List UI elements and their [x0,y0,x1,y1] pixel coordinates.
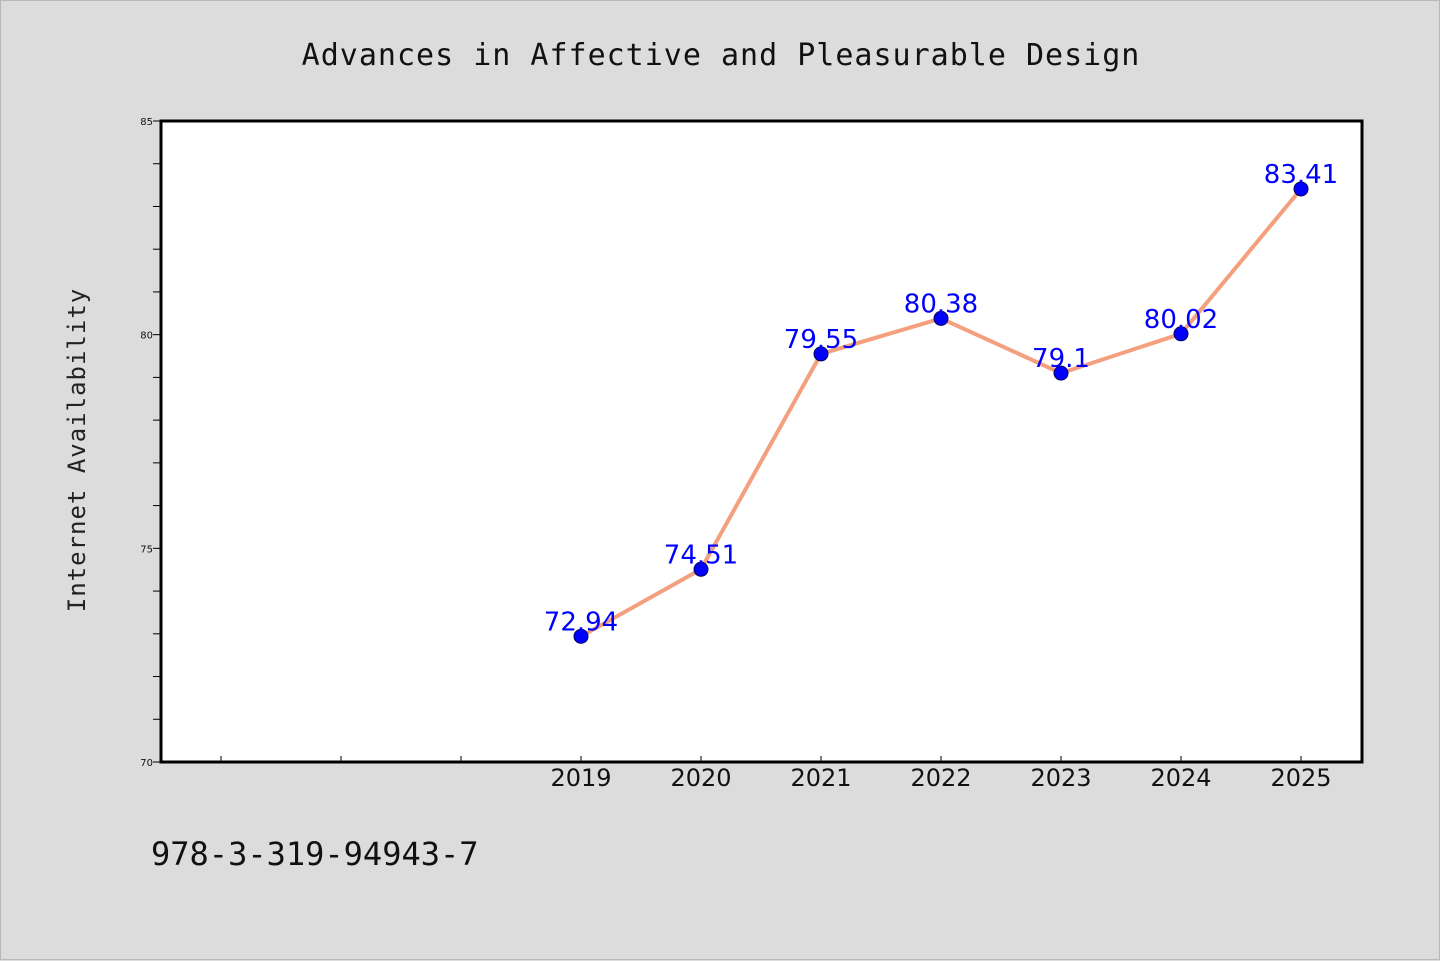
data-point-marker [1053,365,1069,381]
x-tick-label: 2023 [1030,764,1091,792]
chart-title: Advances in Affective and Pleasurable De… [302,38,1141,73]
footer-isbn: 978-3-319-94943-7 [151,835,479,873]
y-axis-label: Internet Availability [63,288,91,612]
data-label: 80.38 [904,289,978,319]
x-tick-label: 2019 [550,764,611,792]
data-label: 79.1 [1032,344,1090,374]
data-point-marker [693,561,709,577]
data-label: 83.41 [1264,160,1338,190]
y-axis-ticks: 70 75 80 85 [140,117,161,769]
x-tick-label: 2020 [670,764,731,792]
x-tick-label: 2025 [1270,764,1331,792]
data-label: 79.55 [784,325,858,355]
x-tick-label: 2022 [910,764,971,792]
data-point-marker [1293,181,1309,197]
x-tick-label: 2021 [790,764,851,792]
data-markers [573,181,1309,644]
y-tick-label: 70 [140,758,153,769]
plot-area [159,119,1364,764]
data-label: 74.51 [664,540,738,570]
data-label: 72.94 [544,607,618,637]
x-tick-label: 2024 [1150,764,1211,792]
data-point-marker [1173,326,1189,342]
data-point-marker [573,628,589,644]
data-point-marker [933,310,949,326]
x-axis-ticks: 2019 2020 2021 2022 2023 2024 2025 [220,756,1332,792]
data-labels: 72.94 74.51 79.55 80.38 79.1 80.02 83.41 [544,160,1338,637]
data-label: 80.02 [1144,305,1218,335]
y-tick-label: 75 [140,544,153,555]
y-tick-label: 80 [140,331,153,342]
data-point-marker [813,346,829,362]
y-tick-label: 85 [140,117,153,128]
